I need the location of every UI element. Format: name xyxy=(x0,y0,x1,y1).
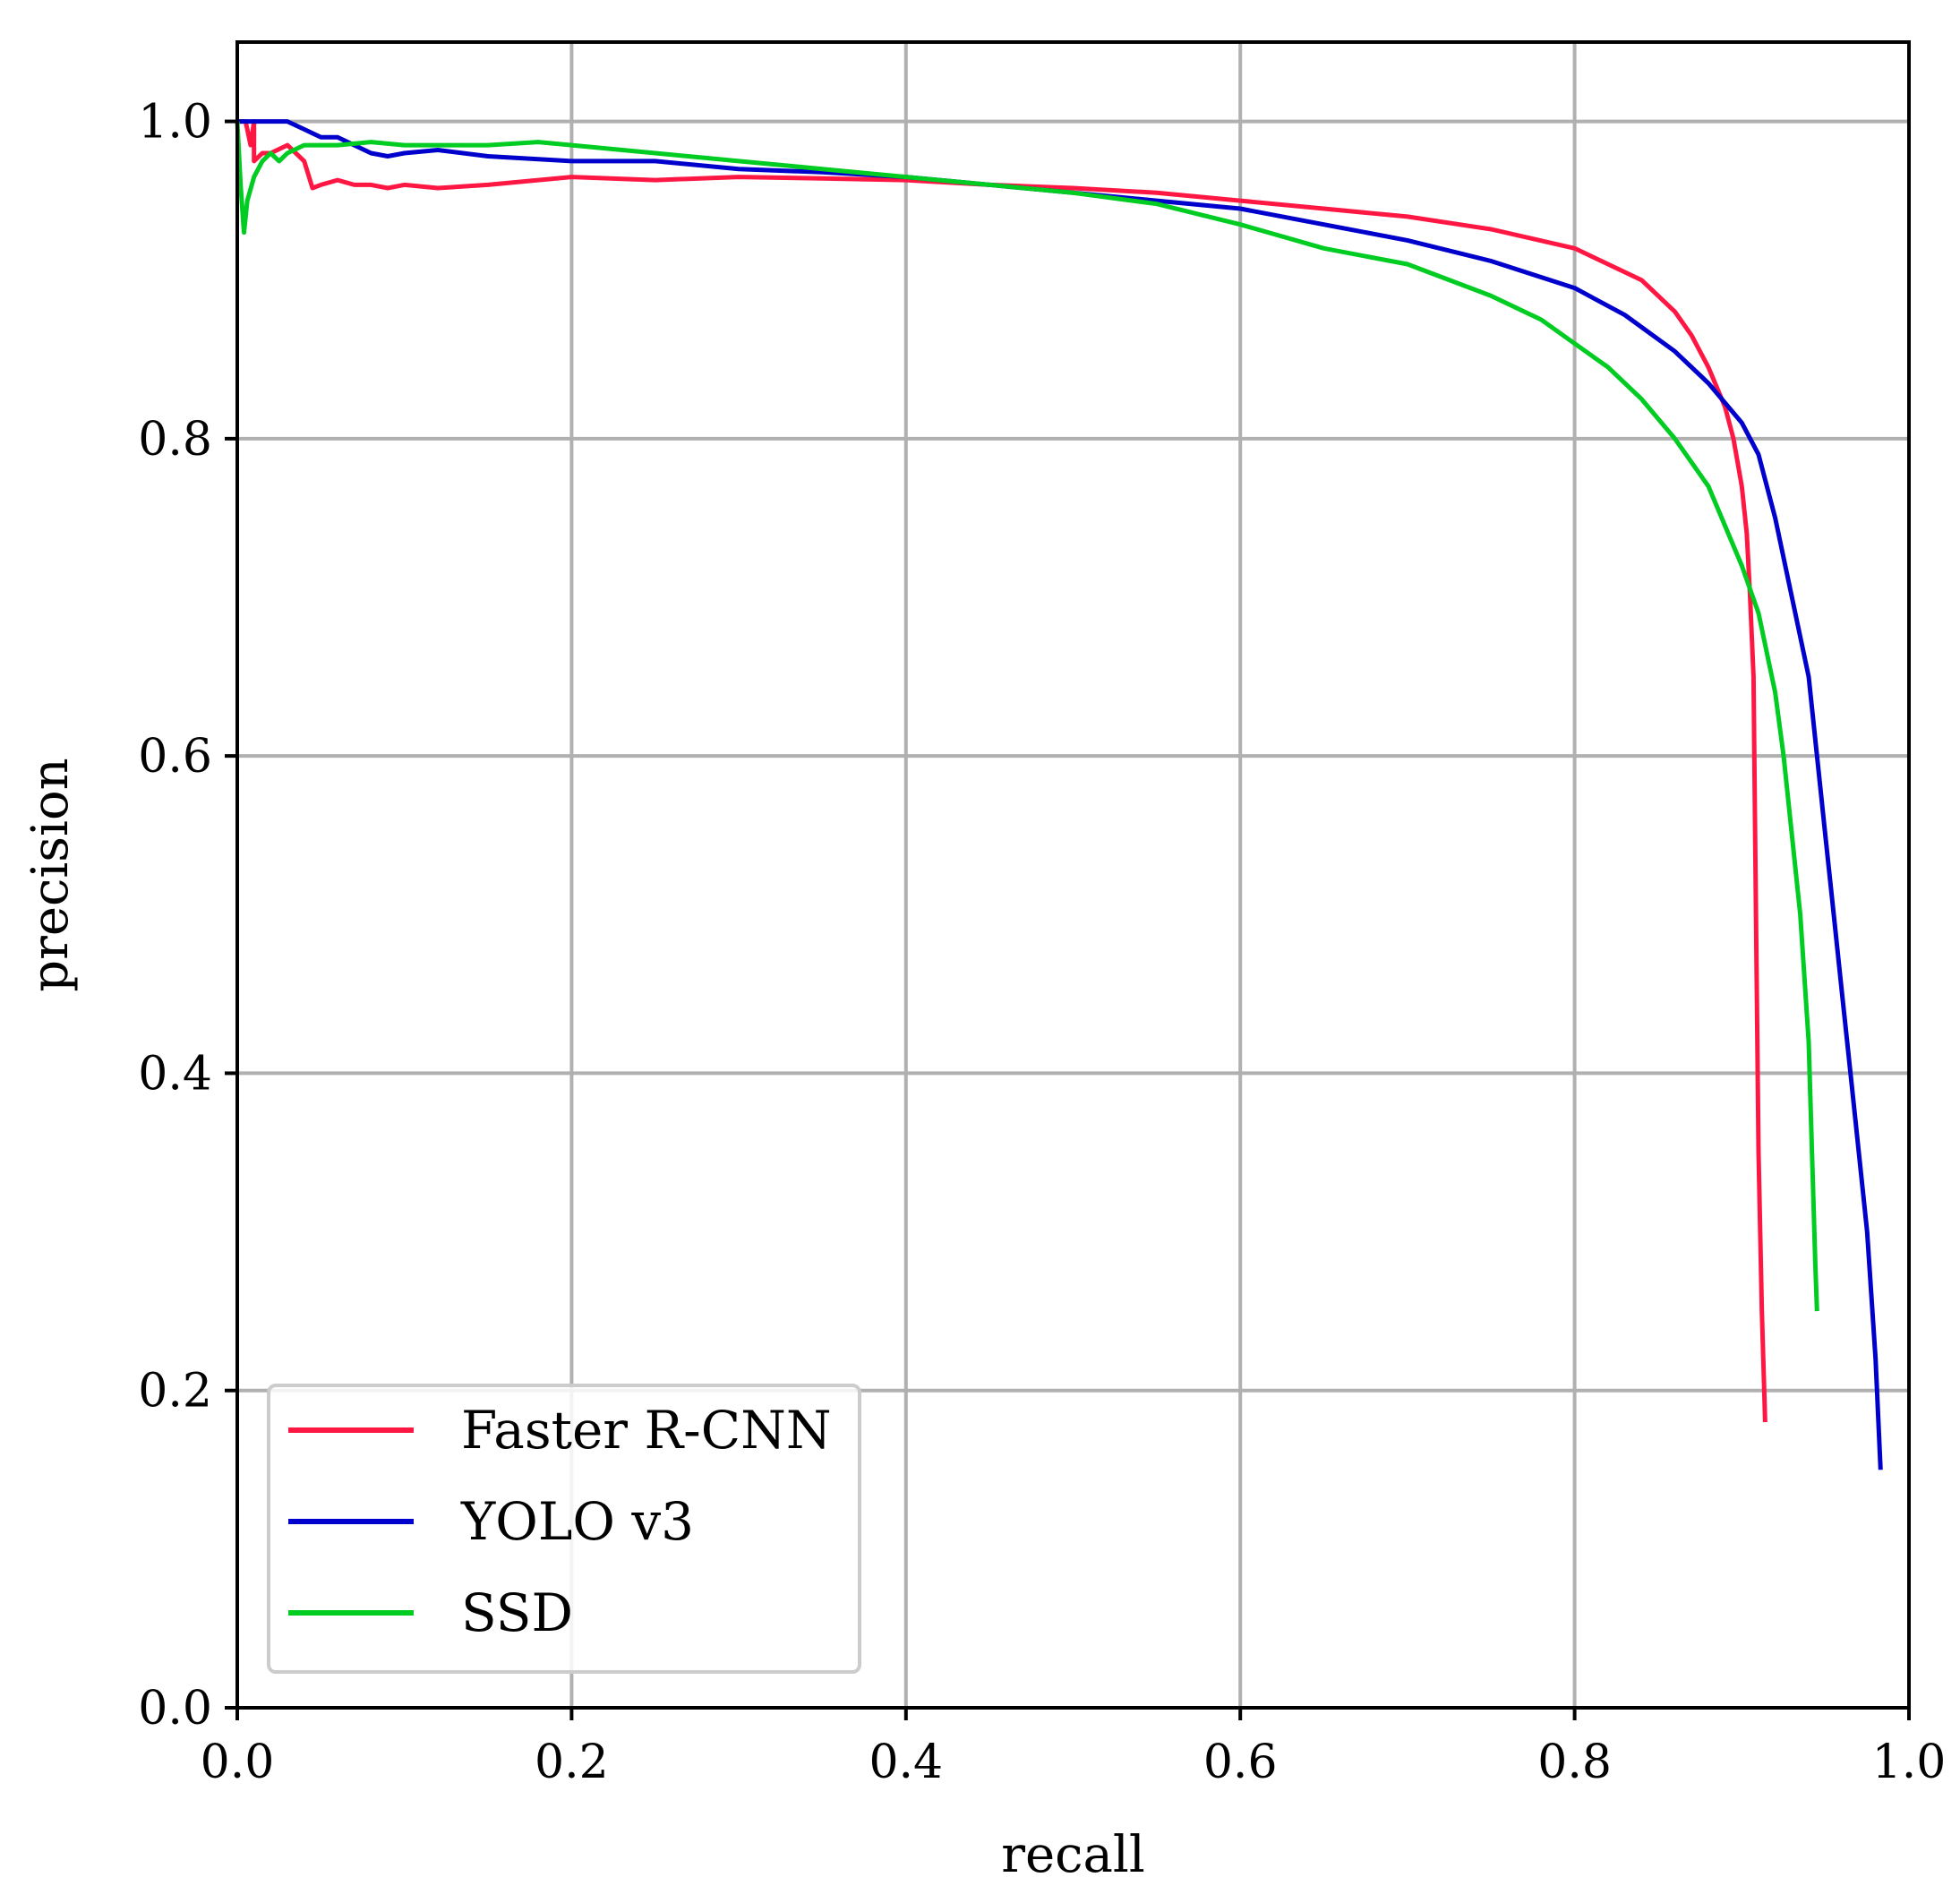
series-group xyxy=(235,119,1883,1470)
y-tick-label: 0.0 xyxy=(138,1682,212,1736)
y-tick-label: 1.0 xyxy=(138,96,212,150)
y-tick-label: 0.4 xyxy=(138,1047,212,1101)
ticks xyxy=(225,119,1911,1720)
tick-labels: 0.0 0.2 0.4 0.6 0.8 1.0 0.0 0.2 0.4 0.6 0.8 1.0 xyxy=(138,96,1946,1789)
x-axis-title: recall xyxy=(1001,1826,1144,1884)
x-tick-label: 1.0 xyxy=(1872,1736,1947,1789)
legend: Faster R-CNN YOLO v3 SSD xyxy=(267,1384,861,1674)
series-line-ssd xyxy=(235,121,1819,1312)
x-tick-label: 0.6 xyxy=(1203,1736,1278,1789)
x-tick-label: 0.4 xyxy=(869,1736,943,1789)
legend-label: SSD xyxy=(461,1582,573,1643)
y-tick-label: 0.2 xyxy=(138,1365,212,1419)
series-line-yolo-v3 xyxy=(237,119,1883,1470)
legend-label: Faster R-CNN xyxy=(461,1400,832,1461)
y-tick-label: 0.8 xyxy=(138,413,212,467)
y-axis-title: precision xyxy=(21,758,80,991)
x-tick-label: 0.8 xyxy=(1537,1736,1612,1789)
y-tick-label: 0.6 xyxy=(138,730,212,784)
x-tick-label: 0.2 xyxy=(535,1736,609,1789)
legend-label: YOLO v3 xyxy=(460,1491,694,1552)
plot-frame xyxy=(235,40,1911,1710)
legend-items: Faster R-CNN YOLO v3 SSD xyxy=(288,1400,832,1643)
legend-box xyxy=(267,1384,861,1674)
x-tick-label: 0.0 xyxy=(201,1736,275,1789)
